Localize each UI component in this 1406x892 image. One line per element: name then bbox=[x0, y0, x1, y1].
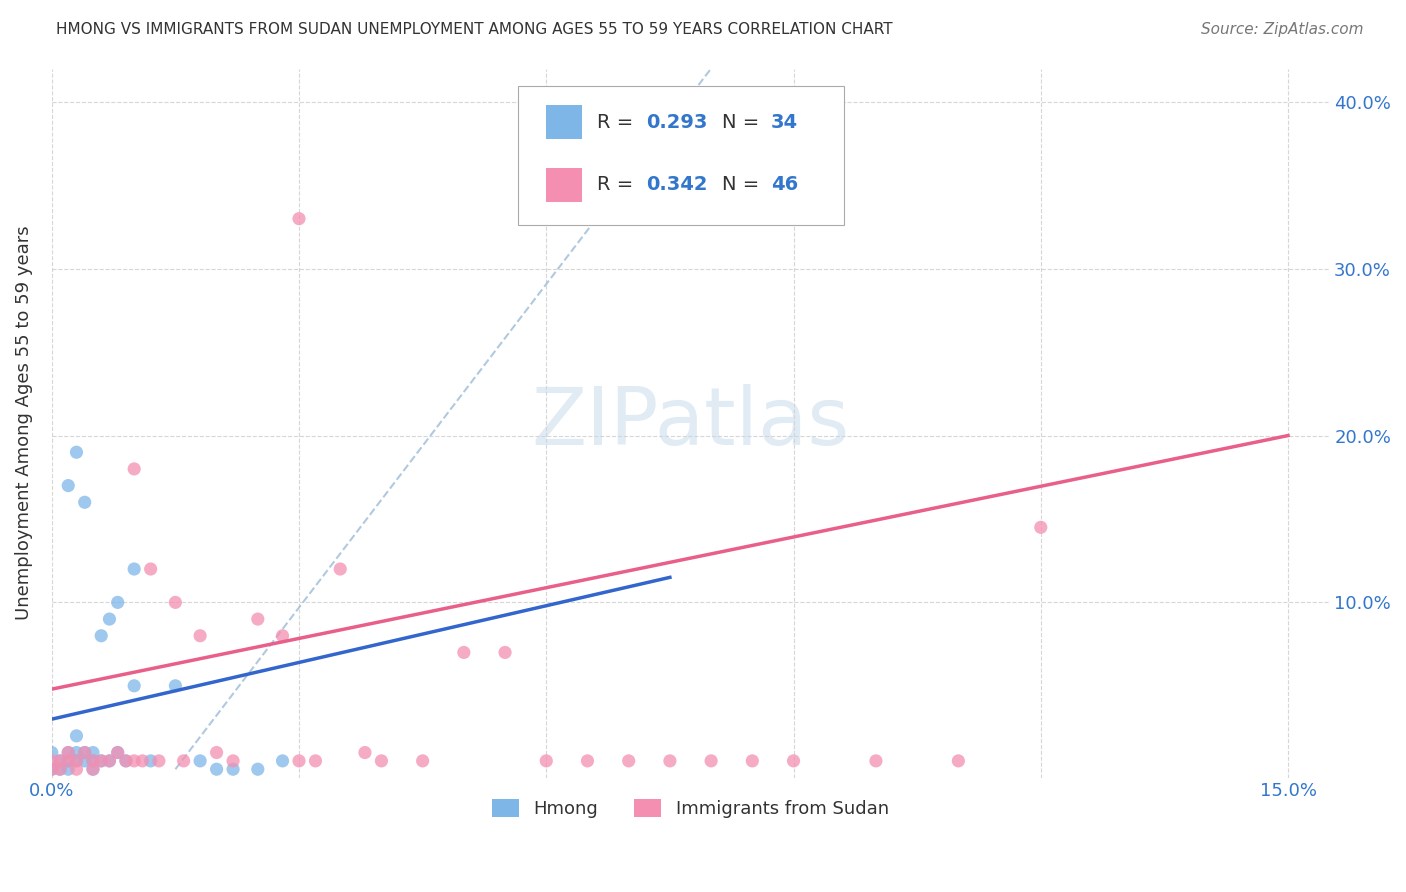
Point bbox=[122, 462, 145, 476]
Point bbox=[165, 679, 187, 693]
Point bbox=[494, 645, 516, 659]
Point bbox=[165, 595, 187, 609]
Text: 34: 34 bbox=[770, 113, 799, 132]
Point bbox=[41, 762, 63, 776]
Point bbox=[246, 762, 269, 776]
Point bbox=[58, 478, 80, 492]
Text: 0.293: 0.293 bbox=[645, 113, 707, 132]
Point bbox=[98, 754, 121, 768]
Point bbox=[58, 746, 80, 760]
Point bbox=[576, 754, 599, 768]
Point bbox=[115, 754, 138, 768]
Point bbox=[782, 754, 804, 768]
Point bbox=[115, 754, 138, 768]
Point bbox=[73, 754, 96, 768]
Point bbox=[107, 746, 129, 760]
Point bbox=[304, 754, 326, 768]
Point bbox=[288, 211, 311, 226]
Point bbox=[412, 754, 434, 768]
Text: 0.342: 0.342 bbox=[645, 176, 707, 194]
Point bbox=[58, 762, 80, 776]
Point bbox=[49, 754, 72, 768]
Point bbox=[65, 754, 87, 768]
Point bbox=[73, 495, 96, 509]
Point bbox=[82, 746, 104, 760]
Point bbox=[453, 645, 475, 659]
Point bbox=[205, 762, 228, 776]
Point bbox=[370, 754, 392, 768]
Text: R =: R = bbox=[598, 176, 640, 194]
Point bbox=[65, 746, 87, 760]
Point bbox=[41, 754, 63, 768]
Point bbox=[73, 746, 96, 760]
Point bbox=[65, 729, 87, 743]
Point bbox=[65, 762, 87, 776]
Point bbox=[58, 746, 80, 760]
Point bbox=[700, 754, 723, 768]
Point bbox=[271, 754, 294, 768]
Text: ZIPatlas: ZIPatlas bbox=[531, 384, 849, 462]
Text: Source: ZipAtlas.com: Source: ZipAtlas.com bbox=[1201, 22, 1364, 37]
FancyBboxPatch shape bbox=[546, 105, 582, 139]
Text: 46: 46 bbox=[770, 176, 799, 194]
Point bbox=[188, 754, 211, 768]
Point bbox=[49, 762, 72, 776]
FancyBboxPatch shape bbox=[517, 87, 844, 225]
Point bbox=[205, 746, 228, 760]
Point bbox=[741, 754, 763, 768]
Point bbox=[865, 754, 887, 768]
Point bbox=[173, 754, 195, 768]
Text: N =: N = bbox=[723, 113, 766, 132]
Point bbox=[49, 754, 72, 768]
Point bbox=[658, 754, 681, 768]
Point bbox=[107, 746, 129, 760]
Point bbox=[139, 754, 162, 768]
Point bbox=[122, 562, 145, 576]
Point bbox=[354, 746, 377, 760]
Point bbox=[98, 754, 121, 768]
Point bbox=[65, 754, 87, 768]
Text: N =: N = bbox=[723, 176, 766, 194]
Point bbox=[107, 595, 129, 609]
Point bbox=[58, 754, 80, 768]
Point bbox=[73, 746, 96, 760]
Point bbox=[82, 754, 104, 768]
Legend: Hmong, Immigrants from Sudan: Hmong, Immigrants from Sudan bbox=[485, 791, 896, 825]
Point bbox=[41, 762, 63, 776]
Point bbox=[222, 762, 245, 776]
Point bbox=[271, 629, 294, 643]
Point bbox=[98, 612, 121, 626]
Point bbox=[82, 762, 104, 776]
Point bbox=[58, 754, 80, 768]
Point bbox=[90, 754, 112, 768]
Point bbox=[65, 445, 87, 459]
Point bbox=[148, 754, 170, 768]
Point bbox=[246, 612, 269, 626]
Point bbox=[122, 679, 145, 693]
Point bbox=[329, 562, 352, 576]
Point bbox=[131, 754, 153, 768]
Point bbox=[617, 754, 640, 768]
Point bbox=[536, 754, 558, 768]
Point bbox=[139, 562, 162, 576]
Point bbox=[1029, 520, 1052, 534]
Point bbox=[49, 762, 72, 776]
Text: HMONG VS IMMIGRANTS FROM SUDAN UNEMPLOYMENT AMONG AGES 55 TO 59 YEARS CORRELATIO: HMONG VS IMMIGRANTS FROM SUDAN UNEMPLOYM… bbox=[56, 22, 893, 37]
Point bbox=[90, 754, 112, 768]
Point bbox=[122, 754, 145, 768]
Point bbox=[82, 754, 104, 768]
Point bbox=[222, 754, 245, 768]
Point bbox=[41, 746, 63, 760]
Y-axis label: Unemployment Among Ages 55 to 59 years: Unemployment Among Ages 55 to 59 years bbox=[15, 226, 32, 620]
Text: R =: R = bbox=[598, 113, 640, 132]
Point bbox=[90, 629, 112, 643]
FancyBboxPatch shape bbox=[546, 168, 582, 202]
Point bbox=[188, 629, 211, 643]
Point bbox=[948, 754, 970, 768]
Point bbox=[288, 754, 311, 768]
Point bbox=[82, 762, 104, 776]
